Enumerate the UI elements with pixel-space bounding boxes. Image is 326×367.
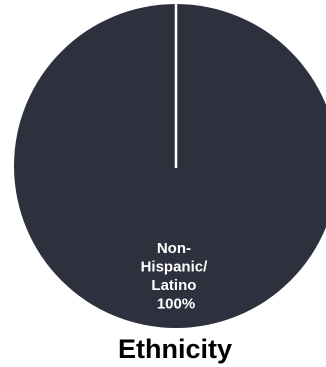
slice-label-line-1: Non- bbox=[157, 240, 191, 257]
slice-value-label: 100% bbox=[157, 296, 195, 313]
ethnicity-pie-chart: Non- Hispanic/ Latino 100% bbox=[14, 4, 326, 328]
slice-label-line-3: Latino bbox=[151, 277, 196, 294]
pie-slice-non-hispanic-latino bbox=[14, 4, 326, 328]
slice-label-non-hispanic-latino: Non- Hispanic/ Latino 100% bbox=[141, 240, 212, 313]
slice-label-line-2: Hispanic/ bbox=[141, 259, 209, 276]
chart-title: Ethnicity bbox=[117, 334, 232, 364]
